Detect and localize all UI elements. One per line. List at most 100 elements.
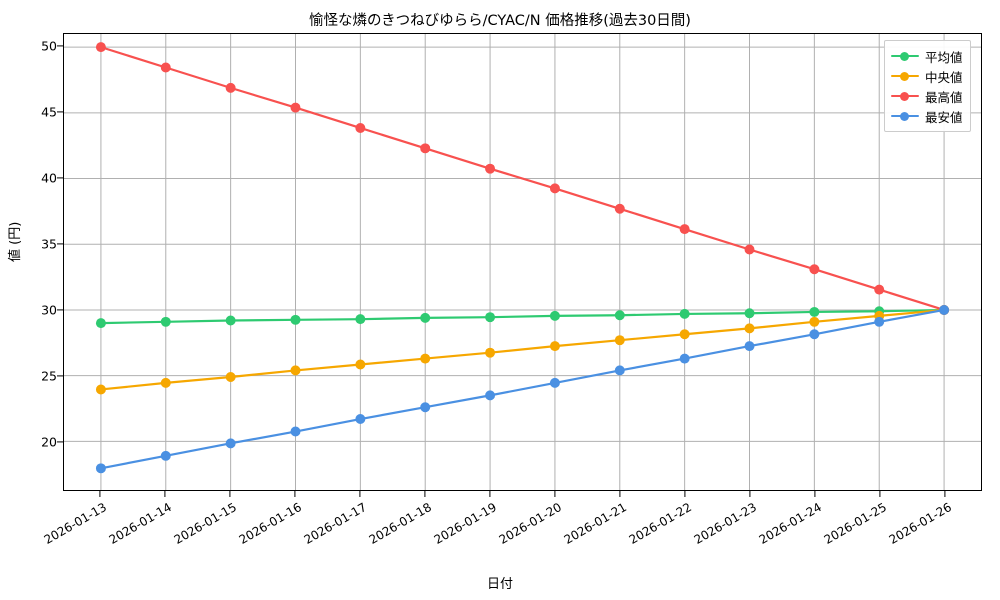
x-axis-tick-mark bbox=[424, 491, 426, 497]
data-series-layer bbox=[95, 42, 950, 474]
data-point-marker bbox=[485, 163, 496, 174]
y-axis-tick-mark bbox=[57, 177, 63, 179]
x-axis-tick-label: 2026-01-26 bbox=[886, 500, 954, 547]
x-axis-tick-label: 2026-01-18 bbox=[366, 500, 434, 547]
y-axis-tick-labels: 20 25 30 35 40 45 50 bbox=[13, 33, 57, 491]
x-axis-tick-mark bbox=[489, 491, 491, 497]
data-point-marker bbox=[614, 203, 625, 214]
series-line bbox=[99, 308, 946, 325]
x-axis-tick-mark bbox=[294, 491, 296, 497]
data-point-marker bbox=[809, 329, 820, 340]
legend-label: 中央値 bbox=[925, 69, 963, 85]
data-point-marker bbox=[874, 316, 885, 327]
legend-swatch-icon bbox=[891, 90, 919, 102]
data-point-marker bbox=[355, 414, 366, 425]
x-axis-tick-mark bbox=[229, 491, 231, 497]
legend-item[interactable]: 最安値 bbox=[891, 106, 963, 126]
series-line bbox=[99, 308, 946, 391]
data-series bbox=[95, 304, 950, 474]
legend-item[interactable]: 最高値 bbox=[891, 86, 963, 106]
data-point-marker bbox=[225, 315, 236, 326]
data-point-marker bbox=[744, 341, 755, 352]
x-axis-tick-label: 2026-01-25 bbox=[821, 500, 889, 547]
data-point-marker bbox=[485, 312, 496, 323]
data-point-marker bbox=[355, 122, 366, 133]
y-axis-tick-label: 45 bbox=[41, 104, 57, 120]
legend-item[interactable]: 平均値 bbox=[891, 46, 963, 66]
data-point-marker bbox=[160, 377, 171, 388]
data-point-marker bbox=[290, 426, 301, 437]
series-line bbox=[99, 46, 946, 312]
x-axis-tick-mark bbox=[164, 491, 166, 497]
x-axis-tick-label: 2026-01-17 bbox=[301, 500, 369, 547]
y-axis-tick-label: 20 bbox=[41, 434, 57, 450]
y-axis-tick-mark bbox=[57, 45, 63, 47]
data-series bbox=[95, 304, 950, 329]
data-point-marker bbox=[420, 312, 431, 323]
data-point-marker bbox=[290, 365, 301, 376]
data-point-marker bbox=[95, 42, 106, 53]
data-point-marker bbox=[744, 244, 755, 255]
y-axis-tick-label: 35 bbox=[41, 236, 57, 252]
x-axis-tick-label: 2026-01-15 bbox=[171, 500, 239, 547]
chart-title: 愉怪な燐のきつねびゆらら/CYAC/N 価格推移(過去30日間) bbox=[309, 13, 691, 29]
grid-lines bbox=[64, 34, 981, 490]
data-point-marker bbox=[744, 308, 755, 319]
data-point-marker bbox=[160, 316, 171, 327]
data-point-marker bbox=[809, 306, 820, 317]
x-axis-tick-label: 2026-01-23 bbox=[691, 500, 759, 547]
y-axis-tick-mark bbox=[57, 441, 63, 443]
data-point-marker bbox=[290, 314, 301, 325]
data-point-marker bbox=[355, 359, 366, 370]
x-axis-tick-label: 2026-01-14 bbox=[106, 500, 174, 547]
data-point-marker bbox=[744, 323, 755, 334]
x-axis-title: 日付 bbox=[486, 577, 513, 592]
x-axis-tick-mark bbox=[814, 491, 816, 497]
data-point-marker bbox=[614, 310, 625, 321]
legend-label: 最安値 bbox=[925, 109, 963, 125]
data-point-marker bbox=[614, 365, 625, 376]
x-axis-tick-label: 2026-01-22 bbox=[626, 500, 694, 547]
y-axis-tick-mark bbox=[57, 243, 63, 245]
legend-swatch-icon bbox=[891, 110, 919, 122]
data-point-marker bbox=[549, 377, 560, 388]
legend-swatch-icon bbox=[891, 50, 919, 62]
y-axis-tick-label: 40 bbox=[41, 170, 57, 186]
data-point-marker bbox=[939, 304, 950, 315]
data-point-marker bbox=[679, 353, 690, 364]
legend-swatch-icon bbox=[891, 70, 919, 82]
data-series bbox=[95, 42, 950, 315]
x-axis-tick-label: 2026-01-20 bbox=[496, 500, 564, 547]
x-axis-tick-label: 2026-01-19 bbox=[431, 500, 499, 547]
x-axis-tick-mark bbox=[99, 491, 101, 497]
series-line bbox=[99, 308, 946, 470]
plot-area bbox=[63, 33, 982, 491]
legend-label: 平均値 bbox=[925, 49, 963, 65]
data-point-marker bbox=[679, 224, 690, 235]
x-axis-tick-mark bbox=[554, 491, 556, 497]
data-point-marker bbox=[95, 384, 106, 395]
data-series bbox=[95, 304, 950, 395]
data-point-marker bbox=[809, 316, 820, 327]
x-axis-tick-label: 2026-01-16 bbox=[236, 500, 304, 547]
data-point-marker bbox=[160, 62, 171, 73]
x-axis-tick-mark bbox=[684, 491, 686, 497]
data-point-marker bbox=[874, 284, 885, 295]
y-axis-tick-mark bbox=[57, 375, 63, 377]
x-axis-tick-label: 2026-01-13 bbox=[41, 500, 109, 547]
x-axis-tick-label: 2026-01-21 bbox=[561, 500, 629, 547]
data-point-marker bbox=[809, 264, 820, 275]
data-point-marker bbox=[485, 390, 496, 401]
data-point-marker bbox=[549, 310, 560, 321]
y-axis-tick-label: 30 bbox=[41, 302, 57, 318]
data-point-marker bbox=[225, 82, 236, 93]
legend-item[interactable]: 中央値 bbox=[891, 66, 963, 86]
x-axis-tick-label: 2026-01-24 bbox=[756, 500, 824, 547]
data-point-marker bbox=[225, 438, 236, 449]
y-axis-tick-mark bbox=[57, 111, 63, 113]
y-axis-tick-label: 25 bbox=[41, 368, 57, 384]
x-axis-tick-mark bbox=[944, 491, 946, 497]
x-axis-tick-mark bbox=[359, 491, 361, 497]
x-axis-tick-mark bbox=[749, 491, 751, 497]
